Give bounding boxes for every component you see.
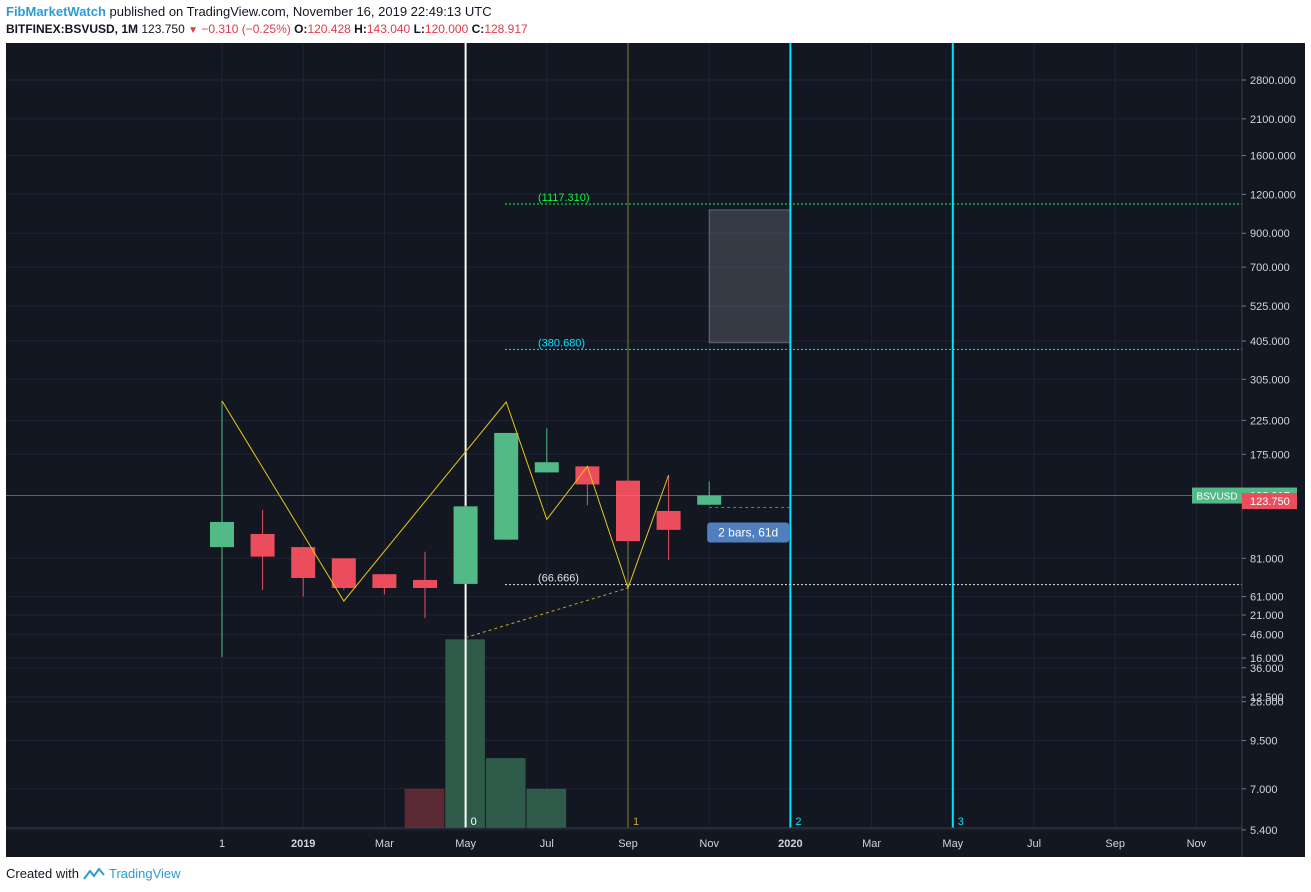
price-tick-label: 1600.000 [1250, 151, 1296, 163]
time-cycle-label: 2 [795, 816, 801, 828]
volume-tick-label: 5.400 [1250, 825, 1278, 837]
price-tick-label: 2100.000 [1250, 114, 1296, 126]
target-box-rect[interactable] [708, 209, 791, 344]
candle-body [697, 495, 722, 505]
price-tick-label: 2800.000 [1250, 75, 1296, 87]
price-tick-label: 175.000 [1250, 449, 1290, 461]
price-tick-label: 36.000 [1250, 663, 1284, 675]
high-value: 143.040 [366, 22, 411, 36]
fib-time-cycles[interactable]: 0 1 2 3 [464, 43, 964, 828]
tradingview-brand[interactable]: TradingView [108, 866, 181, 881]
down-triangle-icon: ▼ [188, 25, 198, 36]
price-tick-label: 225.000 [1250, 415, 1290, 427]
author-link[interactable]: FibMarketWatch [6, 4, 106, 19]
measure-label-box [707, 522, 790, 543]
candle-body [534, 462, 559, 473]
last-price: 123.750 [141, 22, 185, 36]
price-tick-label: 525.000 [1250, 301, 1290, 313]
dashed-trend-line[interactable] [465, 587, 629, 639]
time-tick-label: Sep [1105, 838, 1125, 850]
ohlc-legend: BITFINEX:BSVUSD, 1M 123.750 ▼ −0.310 (−0… [6, 22, 528, 36]
candle-body [494, 432, 519, 540]
volume-bar [485, 758, 526, 828]
time-tick-label: Sep [618, 838, 638, 850]
fib-level-label: (380.680) [538, 337, 585, 349]
time-tick-label: Mar [862, 838, 881, 850]
price-tick-label: 81.000 [1250, 553, 1284, 565]
time-tick-label: Nov [699, 838, 719, 850]
volume-tick-label: 9.500 [1250, 735, 1278, 747]
time-tick-label: Mar [375, 838, 394, 850]
volume-tick-label: 12.500 [1250, 692, 1284, 704]
last-price-tag: 123.750 [1250, 496, 1290, 508]
axes: 2800.000 2100.000 1600.000 1200.000 900.000 7… [6, 43, 1296, 857]
time-tick-label: Jul [1027, 838, 1041, 850]
price-chart[interactable]: 0 1 2 3 (1117.310) (380.680) (66.666) 2 bars,… [6, 43, 1305, 857]
fib-level-label: (1117.310) [538, 192, 590, 204]
time-cycle-label: 3 [958, 816, 964, 828]
candle-body [331, 558, 356, 589]
candle-body [656, 510, 681, 530]
measure-label: 2 bars, 61d [718, 526, 778, 540]
published-text: published on TradingView.com, November 1… [109, 4, 492, 19]
high-label: H: [354, 22, 367, 36]
volume-tick-label: 7.000 [1250, 784, 1278, 796]
measure-tool[interactable]: 2 bars, 61d [707, 507, 791, 543]
price-tick-label: 405.000 [1250, 336, 1290, 348]
price-change: −0.310 (−0.25%) [201, 22, 291, 36]
price-tick-label: 46.000 [1250, 630, 1284, 642]
target-box[interactable] [708, 209, 791, 344]
time-cycle-label: 0 [471, 816, 477, 828]
volume-tick-label: 21.000 [1250, 610, 1284, 622]
time-tick-label: May [942, 838, 963, 850]
price-tags: 105.000BSVUSD128.917123.750 [6, 487, 1297, 510]
zigzag-pattern[interactable] [221, 400, 670, 639]
open-value: 120.428 [307, 22, 351, 36]
candle-body [575, 466, 600, 485]
candle-body [210, 521, 234, 548]
candles [210, 400, 722, 657]
low-value: 120.000 [424, 22, 469, 36]
price-tick-label: 1200.000 [1250, 189, 1296, 201]
symbol-tag: BSVUSD [1196, 492, 1237, 503]
candle-body [453, 506, 478, 584]
volume-bar [526, 788, 567, 828]
fib-levels[interactable]: (1117.310) (380.680) (66.666) [505, 192, 1242, 586]
volume-bar [404, 788, 445, 828]
fib-level-label: (66.666) [538, 573, 579, 585]
symbol-title: BITFINEX:BSVUSD, 1M [6, 22, 139, 36]
volume-tick-label: 16.000 [1250, 653, 1284, 665]
candle-body [291, 547, 316, 578]
low-label: L: [413, 22, 425, 36]
last-price-tag-box [1242, 493, 1297, 510]
price-tick-label: 28.000 [1250, 697, 1284, 709]
price-tick-label: 900.000 [1250, 228, 1290, 240]
time-tick-label: Nov [1187, 838, 1207, 850]
close-value: 128.917 [484, 22, 528, 36]
created-with-text: Created with [6, 866, 79, 881]
price-tick-label: 700.000 [1250, 262, 1290, 274]
time-tick-label: 2020 [778, 838, 802, 850]
candle-body [616, 480, 640, 542]
candle-body [413, 579, 437, 589]
footer: Created with TradingView [6, 866, 181, 881]
time-tick-label: 1 [219, 838, 225, 850]
price-tick-label: 61.000 [1250, 592, 1284, 604]
time-tick-label: May [455, 838, 476, 850]
time-tick-label: Jul [540, 838, 554, 850]
candle-body [250, 533, 275, 557]
time-cycle-label: 1 [633, 816, 639, 828]
symbol-tag-box [1192, 487, 1242, 504]
chart-background [6, 43, 1305, 857]
grid [6, 43, 1242, 831]
candle-body [372, 574, 397, 589]
publish-header: FibMarketWatch published on TradingView.… [6, 4, 492, 19]
price-tick-label: 305.000 [1250, 374, 1290, 386]
close-label: C: [471, 22, 485, 36]
time-tick-label: 2019 [291, 838, 315, 850]
open-label: O: [294, 22, 308, 36]
tradingview-logo-icon [83, 866, 105, 880]
